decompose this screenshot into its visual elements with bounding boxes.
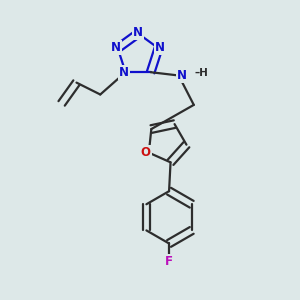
Text: –H: –H [194,68,208,78]
Text: O: O [141,146,151,159]
Text: N: N [111,41,121,54]
Text: N: N [133,26,143,39]
Text: F: F [165,255,173,268]
Text: N: N [155,41,165,54]
Text: N: N [177,69,187,82]
Text: N: N [119,66,129,79]
